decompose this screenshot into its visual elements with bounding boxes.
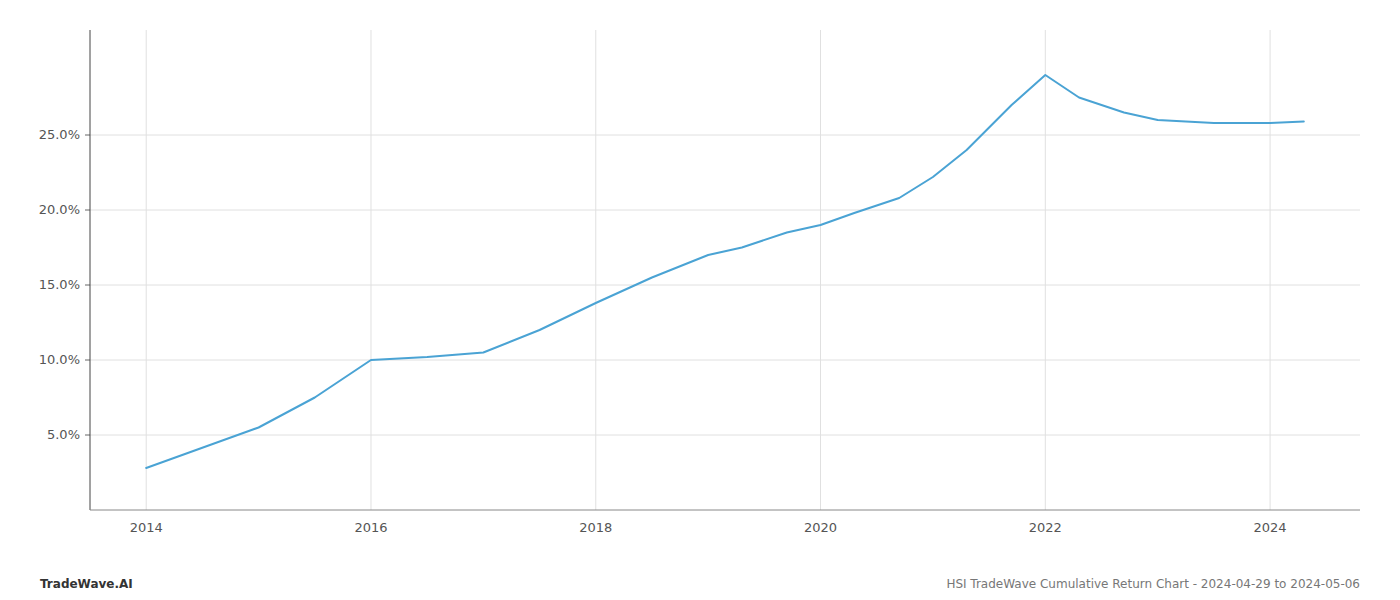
x-grid-line <box>1045 30 1046 510</box>
x-tick-label: 2020 <box>804 520 837 535</box>
watermark: TradeWave.AI <box>40 577 133 591</box>
y-tick <box>85 210 90 211</box>
y-axis-line <box>90 30 91 510</box>
line-series <box>146 75 1304 468</box>
y-tick-label: 15.0% <box>39 277 80 292</box>
x-grid-line <box>1270 30 1271 510</box>
y-tick <box>85 435 90 436</box>
y-tick-label: 5.0% <box>47 427 80 442</box>
y-tick-label: 10.0% <box>39 352 80 367</box>
y-tick <box>85 360 90 361</box>
x-grid-line <box>146 30 147 510</box>
y-grid-line <box>90 360 1360 361</box>
chart-svg: 5.0% 10.0% 15.0% 20.0% 25.0% 2014 2016 2018 2020… <box>0 0 1400 600</box>
background <box>0 0 1400 600</box>
y-tick-label: 20.0% <box>39 202 80 217</box>
y-grid-line <box>90 435 1360 436</box>
x-axis-line <box>90 510 1360 511</box>
y-grid-line <box>90 285 1360 286</box>
axes: 5.0% 10.0% 15.0% 20.0% 25.0% 2014 2016 2018 2020… <box>39 30 1360 535</box>
x-tick-label: 2024 <box>1254 520 1287 535</box>
x-tick-label: 2016 <box>354 520 387 535</box>
data-layer <box>146 75 1304 468</box>
x-grid-line <box>820 30 821 510</box>
y-tick-label: 25.0% <box>39 127 80 142</box>
grid <box>90 30 1360 510</box>
chart-container: 5.0% 10.0% 15.0% 20.0% 25.0% 2014 2016 2018 2020… <box>0 0 1400 600</box>
y-tick <box>85 135 90 136</box>
x-tick-label: 2014 <box>130 520 163 535</box>
x-tick-label: 2022 <box>1029 520 1062 535</box>
y-grid-line <box>90 135 1360 136</box>
x-tick-label: 2018 <box>579 520 612 535</box>
y-tick <box>85 285 90 286</box>
x-grid-line <box>595 30 596 510</box>
y-grid-line <box>90 210 1360 211</box>
chart-title: HSI TradeWave Cumulative Return Chart - … <box>946 577 1360 591</box>
x-grid-line <box>370 30 371 510</box>
